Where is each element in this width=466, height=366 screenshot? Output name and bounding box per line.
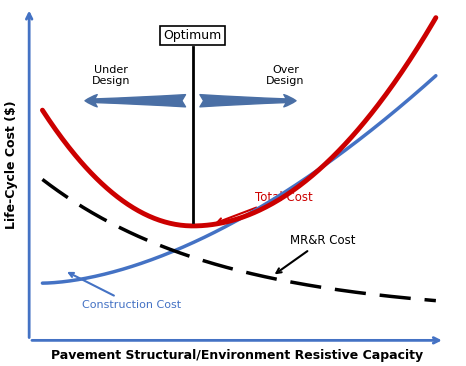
Text: Life-Cycle Cost ($): Life-Cycle Cost ($) <box>5 101 18 229</box>
Text: Construction Cost: Construction Cost <box>69 273 181 310</box>
Text: MR&R Cost: MR&R Cost <box>276 234 356 273</box>
Text: Under
Design: Under Design <box>92 65 130 86</box>
Text: Pavement Structural/Environment Resistive Capacity: Pavement Structural/Environment Resistiv… <box>51 349 423 362</box>
Text: Over
Design: Over Design <box>266 65 305 86</box>
Text: Total Cost: Total Cost <box>218 191 312 223</box>
Text: Optimum: Optimum <box>164 29 222 42</box>
